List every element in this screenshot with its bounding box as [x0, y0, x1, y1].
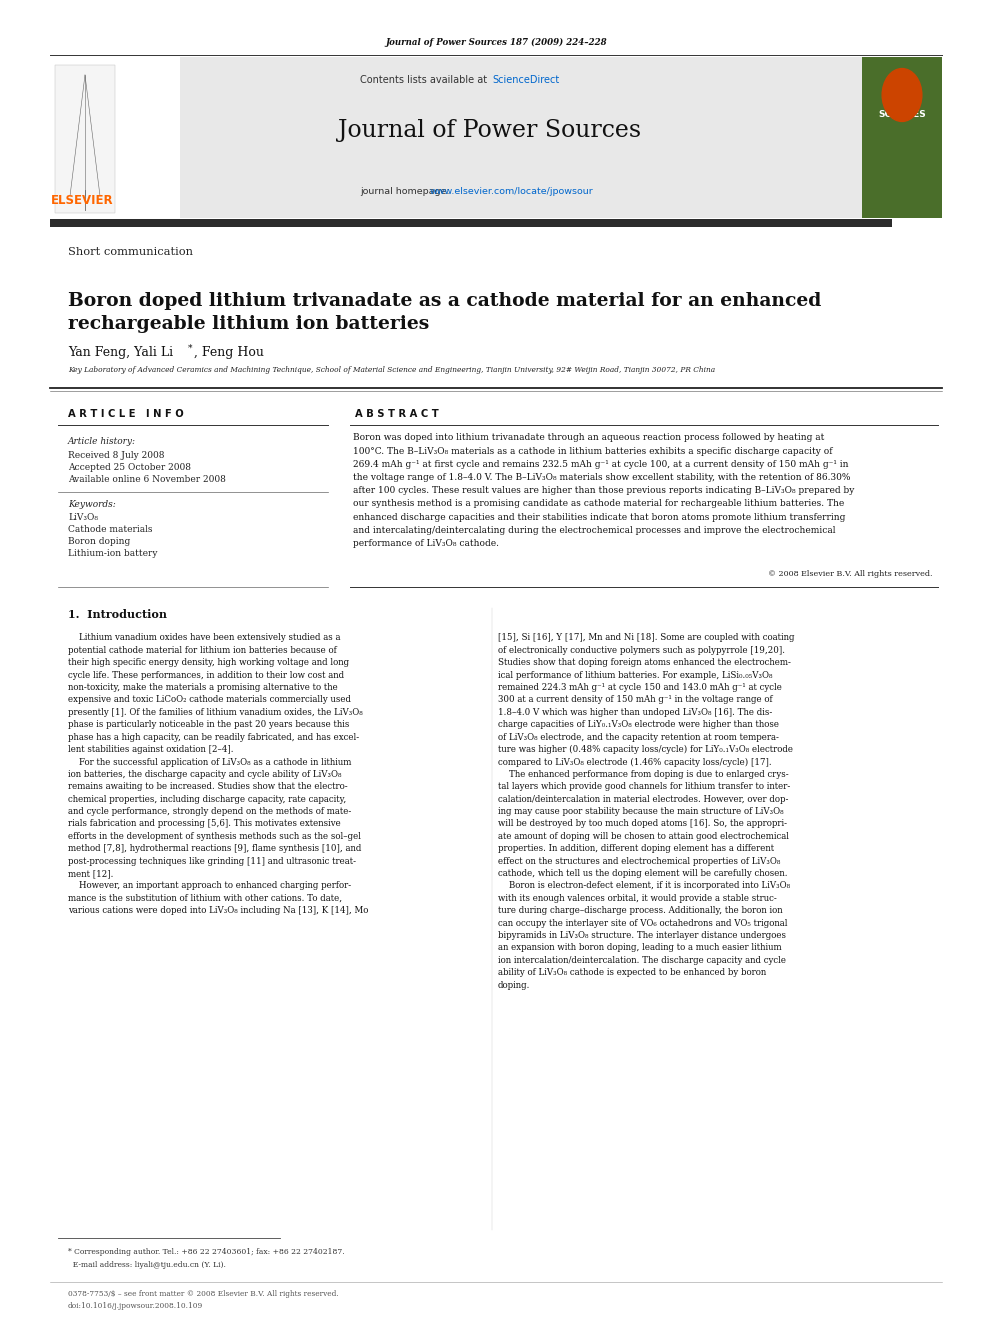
- Text: ate amount of doping will be chosen to attain good electrochemical: ate amount of doping will be chosen to a…: [498, 832, 789, 841]
- Text: remains awaiting to be increased. Studies show that the electro-: remains awaiting to be increased. Studie…: [68, 782, 347, 791]
- Text: Keywords:: Keywords:: [68, 500, 116, 509]
- Text: POWER
SOURCES: POWER SOURCES: [878, 101, 926, 119]
- Text: will be destroyed by too much doped atoms [16]. So, the appropri-: will be destroyed by too much doped atom…: [498, 819, 787, 828]
- Text: Contents lists available at: Contents lists available at: [360, 75, 490, 85]
- Text: JOURNAL OF: JOURNAL OF: [884, 82, 921, 87]
- Text: our synthesis method is a promising candidate as cathode material for rechargeab: our synthesis method is a promising cand…: [353, 500, 844, 508]
- Text: 100°C. The B–LiV₃O₈ materials as a cathode in lithium batteries exhibits a speci: 100°C. The B–LiV₃O₈ materials as a catho…: [353, 447, 832, 455]
- Text: after 100 cycles. These result values are higher than those previous reports ind: after 100 cycles. These result values ar…: [353, 487, 854, 495]
- Text: chemical properties, including discharge capacity, rate capacity,: chemical properties, including discharge…: [68, 795, 346, 803]
- Text: calation/deintercalation in material electrodes. However, over dop-: calation/deintercalation in material ele…: [498, 795, 789, 803]
- Text: Article history:: Article history:: [68, 438, 136, 446]
- Text: ScienceDirect: ScienceDirect: [492, 75, 559, 85]
- Text: expensive and toxic LiCoO₂ cathode materials commercially used: expensive and toxic LiCoO₂ cathode mater…: [68, 696, 351, 705]
- Text: potential cathode material for lithium ion batteries because of: potential cathode material for lithium i…: [68, 646, 336, 655]
- Text: Lithium-ion battery: Lithium-ion battery: [68, 549, 158, 558]
- Text: tal layers which provide good channels for lithium transfer to inter-: tal layers which provide good channels f…: [498, 782, 791, 791]
- Text: ion intercalation/deintercalation. The discharge capacity and cycle: ion intercalation/deintercalation. The d…: [498, 957, 786, 964]
- Text: 1.  Introduction: 1. Introduction: [68, 610, 167, 620]
- Text: charge capacities of LiY₀.₁V₃O₈ electrode were higher than those: charge capacities of LiY₀.₁V₃O₈ electrod…: [498, 720, 779, 729]
- Text: Journal of Power Sources 187 (2009) 224–228: Journal of Power Sources 187 (2009) 224–…: [385, 37, 607, 46]
- Text: efforts in the development of synthesis methods such as the sol–gel: efforts in the development of synthesis …: [68, 832, 361, 841]
- Text: However, an important approach to enhanced charging perfor-: However, an important approach to enhanc…: [68, 881, 351, 890]
- Text: The enhanced performance from doping is due to enlarged crys-: The enhanced performance from doping is …: [498, 770, 789, 779]
- Text: A R T I C L E   I N F O: A R T I C L E I N F O: [68, 409, 184, 419]
- Text: Studies show that doping foreign atoms enhanced the electrochem-: Studies show that doping foreign atoms e…: [498, 659, 791, 667]
- Text: phase has a high capacity, can be readily fabricated, and has excel-: phase has a high capacity, can be readil…: [68, 733, 359, 742]
- Text: © 2008 Elsevier B.V. All rights reserved.: © 2008 Elsevier B.V. All rights reserved…: [768, 570, 932, 578]
- Text: properties. In addition, different doping element has a different: properties. In addition, different dopin…: [498, 844, 774, 853]
- Circle shape: [882, 69, 922, 122]
- Text: , Feng Hou: , Feng Hou: [194, 345, 264, 359]
- Text: method [7,8], hydrothermal reactions [9], flame synthesis [10], and: method [7,8], hydrothermal reactions [9]…: [68, 844, 361, 853]
- Text: can occupy the interlayer site of VO₆ octahedrons and VO₅ trigonal: can occupy the interlayer site of VO₆ oc…: [498, 918, 788, 927]
- Text: 269.4 mAh g⁻¹ at first cycle and remains 232.5 mAh g⁻¹ at cycle 100, at a curren: 269.4 mAh g⁻¹ at first cycle and remains…: [353, 460, 848, 468]
- Text: A B S T R A C T: A B S T R A C T: [355, 409, 438, 419]
- Text: [15], Si [16], Y [17], Mn and Ni [18]. Some are coupled with coating: [15], Si [16], Y [17], Mn and Ni [18]. S…: [498, 634, 795, 643]
- Text: Boron doping: Boron doping: [68, 537, 130, 546]
- Text: Journal of Power Sources: Journal of Power Sources: [338, 119, 642, 142]
- Text: performance of LiV₃O₈ cathode.: performance of LiV₃O₈ cathode.: [353, 538, 499, 548]
- Text: various cations were doped into LiV₃O₈ including Na [13], K [14], Mo: various cations were doped into LiV₃O₈ i…: [68, 906, 368, 916]
- Text: with its enough valences orbital, it would provide a stable struc-: with its enough valences orbital, it wou…: [498, 894, 777, 902]
- Text: lent stabilities against oxidation [2–4].: lent stabilities against oxidation [2–4]…: [68, 745, 233, 754]
- Text: ability of LiV₃O₈ cathode is expected to be enhanced by boron: ability of LiV₃O₈ cathode is expected to…: [498, 968, 766, 978]
- Text: Cathode materials: Cathode materials: [68, 525, 153, 534]
- Text: effect on the structures and electrochemical properties of LiV₃O₈: effect on the structures and electrochem…: [498, 857, 781, 865]
- Text: www.elsevier.com/locate/jpowsour: www.elsevier.com/locate/jpowsour: [430, 188, 594, 197]
- Text: * Corresponding author. Tel.: +86 22 27403601; fax: +86 22 27402187.: * Corresponding author. Tel.: +86 22 274…: [68, 1248, 344, 1256]
- Bar: [862, 57, 942, 218]
- Bar: [50, 57, 180, 218]
- Text: ture during charge–discharge process. Additionally, the boron ion: ture during charge–discharge process. Ad…: [498, 906, 783, 916]
- Text: ical performance of lithium batteries. For example, LiSi₀.₀₅V₃O₈: ical performance of lithium batteries. F…: [498, 671, 773, 680]
- Text: an expansion with boron doping, leading to a much easier lithium: an expansion with boron doping, leading …: [498, 943, 782, 953]
- Text: LiV₃O₈: LiV₃O₈: [68, 513, 98, 523]
- Text: Key Laboratory of Advanced Ceramics and Machining Technique, School of Material : Key Laboratory of Advanced Ceramics and …: [68, 366, 715, 374]
- Text: 1.8–4.0 V which was higher than undoped LiV₃O₈ [16]. The dis-: 1.8–4.0 V which was higher than undoped …: [498, 708, 772, 717]
- Text: ELSEVIER: ELSEVIER: [51, 193, 113, 206]
- Text: cathode, which tell us the doping element will be carefully chosen.: cathode, which tell us the doping elemen…: [498, 869, 788, 878]
- Text: Boron was doped into lithium trivanadate through an aqueous reaction process fol: Boron was doped into lithium trivanadate…: [353, 434, 824, 442]
- Text: 300 at a current density of 150 mAh g⁻¹ in the voltage range of: 300 at a current density of 150 mAh g⁻¹ …: [498, 696, 773, 705]
- Text: Received 8 July 2008: Received 8 July 2008: [68, 451, 165, 459]
- Text: Boron is electron-defect element, if it is incorporated into LiV₃O₈: Boron is electron-defect element, if it …: [498, 881, 790, 890]
- Text: 0378-7753/$ – see front matter © 2008 Elsevier B.V. All rights reserved.: 0378-7753/$ – see front matter © 2008 El…: [68, 1290, 338, 1298]
- Text: ment [12].: ment [12].: [68, 869, 113, 878]
- Bar: [55, 65, 115, 213]
- Text: Yan Feng, Yali Li: Yan Feng, Yali Li: [68, 345, 174, 359]
- Text: ing may cause poor stability because the main structure of LiV₃O₈: ing may cause poor stability because the…: [498, 807, 784, 816]
- Text: mance is the substitution of lithium with other cations. To date,: mance is the substitution of lithium wit…: [68, 894, 342, 902]
- Text: Accepted 25 October 2008: Accepted 25 October 2008: [68, 463, 191, 471]
- Text: post-processing techniques like grinding [11] and ultrasonic treat-: post-processing techniques like grinding…: [68, 857, 356, 865]
- Text: ion batteries, the discharge capacity and cycle ability of LiV₃O₈: ion batteries, the discharge capacity an…: [68, 770, 341, 779]
- Text: ture was higher (0.48% capacity loss/cycle) for LiY₀.₁V₃O₈ electrode: ture was higher (0.48% capacity loss/cyc…: [498, 745, 793, 754]
- Text: doping.: doping.: [498, 980, 531, 990]
- Text: Available online 6 November 2008: Available online 6 November 2008: [68, 475, 226, 483]
- Text: doi:10.1016/j.jpowsour.2008.10.109: doi:10.1016/j.jpowsour.2008.10.109: [68, 1302, 203, 1310]
- Bar: [50, 220, 892, 228]
- Text: Short communication: Short communication: [68, 247, 193, 257]
- Text: remained 224.3 mAh g⁻¹ at cycle 150 and 143.0 mAh g⁻¹ at cycle: remained 224.3 mAh g⁻¹ at cycle 150 and …: [498, 683, 782, 692]
- Text: bipyramids in LiV₃O₈ structure. The interlayer distance undergoes: bipyramids in LiV₃O₈ structure. The inte…: [498, 931, 786, 941]
- Text: compared to LiV₃O₈ electrode (1.46% capacity loss/cycle) [17].: compared to LiV₃O₈ electrode (1.46% capa…: [498, 758, 772, 766]
- Text: Lithium vanadium oxides have been extensively studied as a: Lithium vanadium oxides have been extens…: [68, 634, 340, 643]
- Text: their high specific energy density, high working voltage and long: their high specific energy density, high…: [68, 659, 349, 667]
- Text: journal homepage:: journal homepage:: [360, 188, 452, 197]
- Text: *: *: [188, 344, 192, 352]
- Text: phase is particularly noticeable in the past 20 years because this: phase is particularly noticeable in the …: [68, 720, 349, 729]
- Text: E-mail address: liyali@tju.edu.cn (Y. Li).: E-mail address: liyali@tju.edu.cn (Y. Li…: [68, 1261, 226, 1269]
- Text: presently [1]. Of the families of lithium vanadium oxides, the LiV₃O₈: presently [1]. Of the families of lithiu…: [68, 708, 363, 717]
- Text: For the successful application of LiV₃O₈ as a cathode in lithium: For the successful application of LiV₃O₈…: [68, 758, 351, 766]
- Text: non-toxicity, make the materials a promising alternative to the: non-toxicity, make the materials a promi…: [68, 683, 337, 692]
- Text: cycle life. These performances, in addition to their low cost and: cycle life. These performances, in addit…: [68, 671, 344, 680]
- Text: and intercalating/deintercalating during the electrochemical processes and impro: and intercalating/deintercalating during…: [353, 527, 835, 534]
- Text: of LiV₃O₈ electrode, and the capacity retention at room tempera-: of LiV₃O₈ electrode, and the capacity re…: [498, 733, 779, 742]
- Text: Boron doped lithium trivanadate as a cathode material for an enhanced
rechargeab: Boron doped lithium trivanadate as a cat…: [68, 292, 821, 333]
- Bar: [50, 57, 892, 218]
- Text: the voltage range of 1.8–4.0 V. The B–LiV₃O₈ materials show excellent stability,: the voltage range of 1.8–4.0 V. The B–Li…: [353, 474, 850, 482]
- Text: of electronically conductive polymers such as polypyrrole [19,20].: of electronically conductive polymers su…: [498, 646, 785, 655]
- Text: and cycle performance, strongly depend on the methods of mate-: and cycle performance, strongly depend o…: [68, 807, 351, 816]
- Text: enhanced discharge capacities and their stabilities indicate that boron atoms pr: enhanced discharge capacities and their …: [353, 513, 845, 521]
- Text: rials fabrication and processing [5,6]. This motivates extensive: rials fabrication and processing [5,6]. …: [68, 819, 340, 828]
